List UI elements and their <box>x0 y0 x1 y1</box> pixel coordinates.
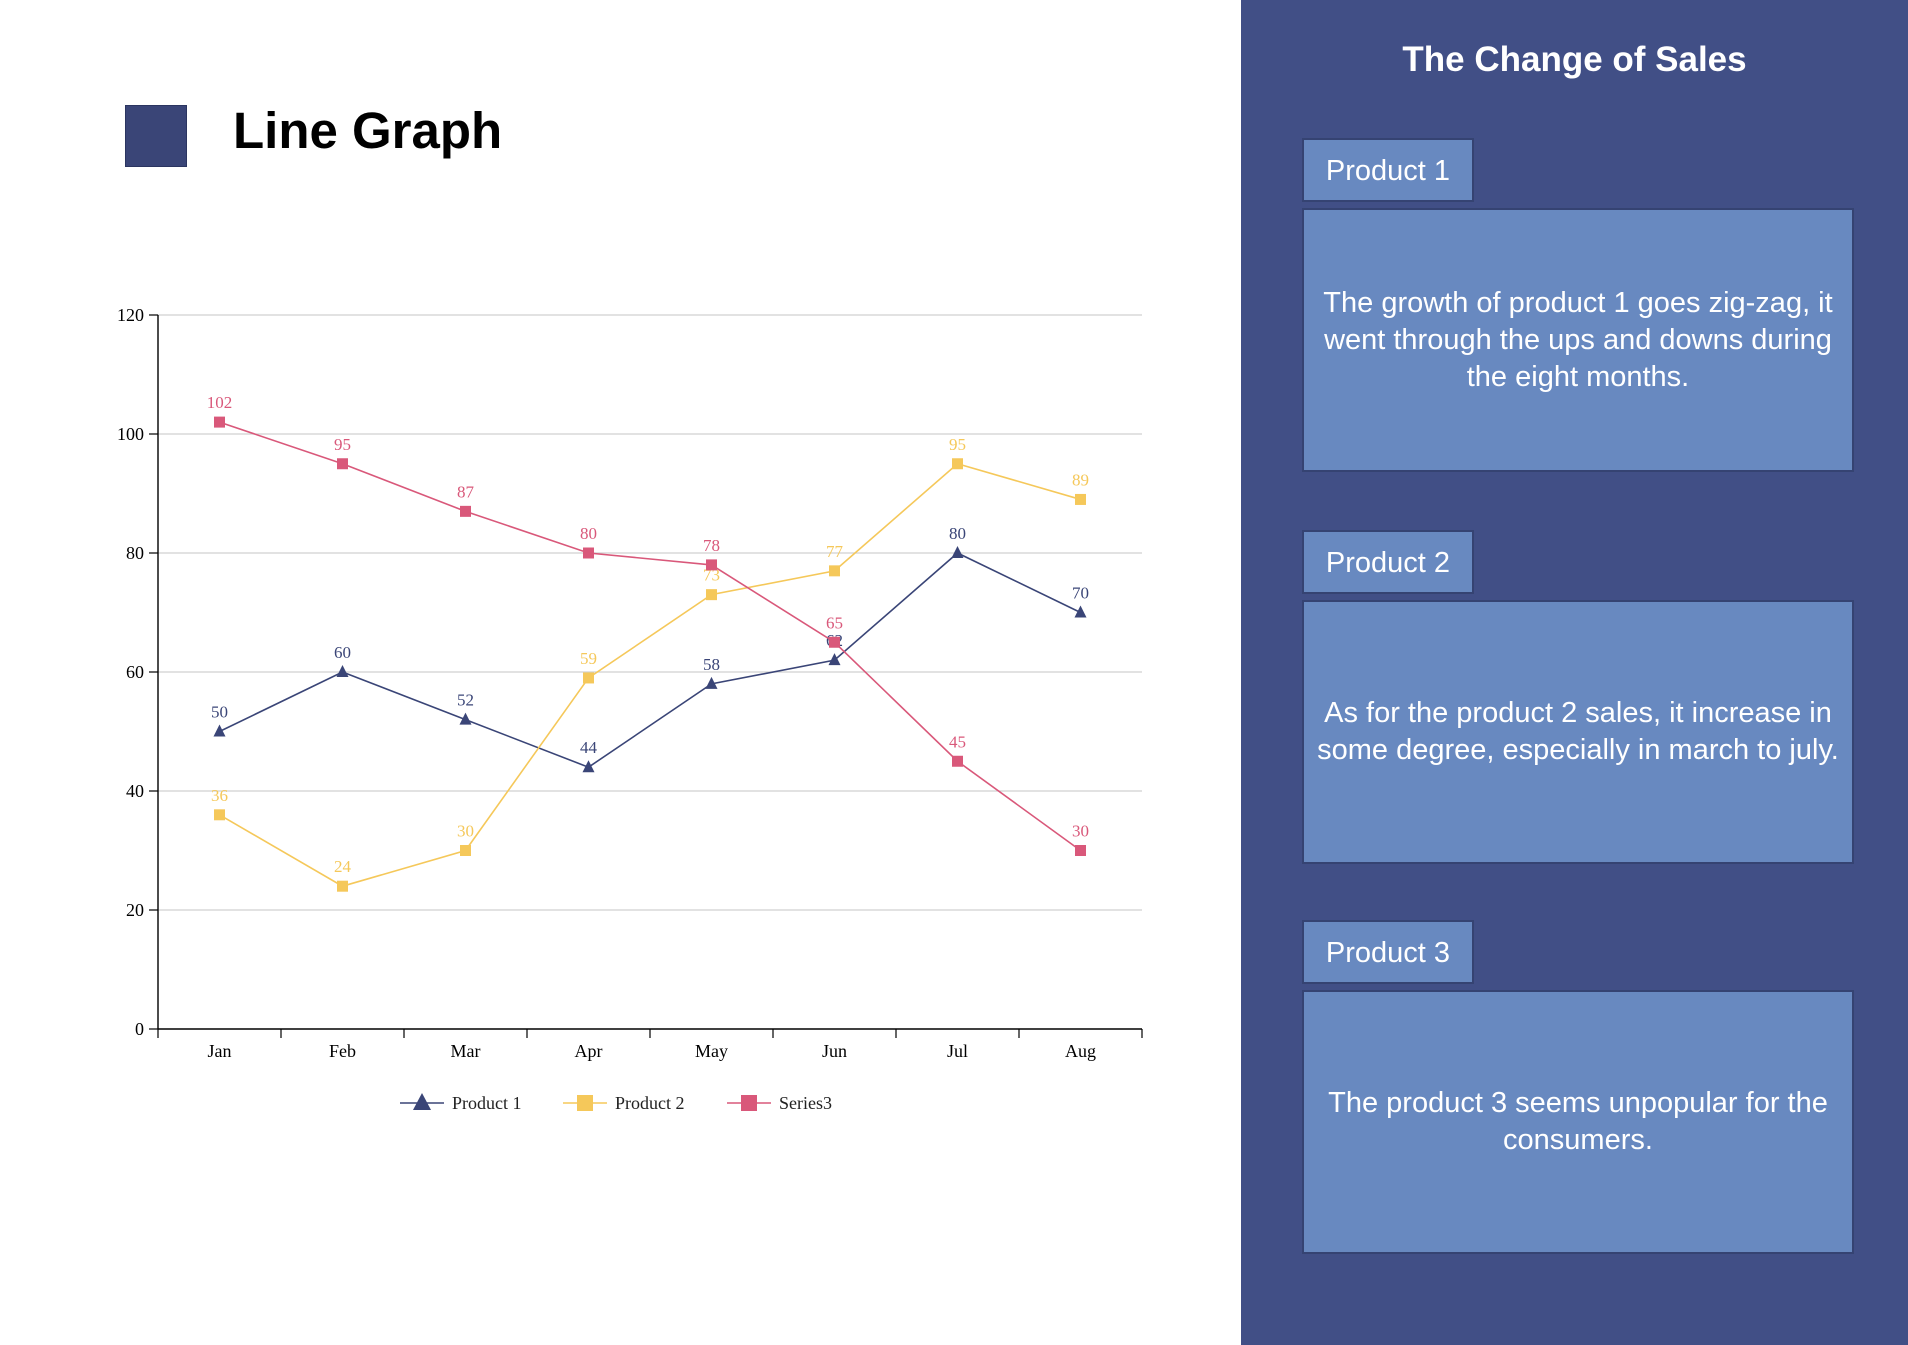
data-point <box>1075 845 1086 856</box>
data-label: 24 <box>334 857 352 876</box>
panel-title: The Change of Sales <box>1402 40 1747 79</box>
x-tick-label: Jun <box>822 1041 847 1061</box>
x-tick-label: Jul <box>947 1041 968 1061</box>
y-tick-label: 100 <box>117 424 144 444</box>
data-label: 50 <box>211 703 228 722</box>
y-tick-label: 0 <box>135 1019 144 1039</box>
data-point <box>336 665 349 677</box>
data-point <box>583 547 594 559</box>
data-point <box>460 505 471 517</box>
y-tick-label: 120 <box>117 305 144 325</box>
x-tick-label: Mar <box>451 1041 481 1061</box>
series-line <box>219 462 1081 888</box>
card-product-3: The product 3 seems unpopular for the co… <box>1302 990 1854 1254</box>
legend-label: Series3 <box>779 1093 832 1113</box>
y-tick-label: 80 <box>126 543 144 563</box>
x-tick-label: Jan <box>208 1041 232 1061</box>
y-tick-label: 60 <box>126 662 144 682</box>
data-label: 44 <box>580 738 598 757</box>
side-panel: The Change of Sales Product 1 The growth… <box>1241 0 1908 1345</box>
x-tick-label: Apr <box>575 1041 603 1061</box>
data-point <box>829 636 840 648</box>
data-point <box>337 880 348 892</box>
data-point <box>214 416 225 428</box>
data-point <box>214 809 225 821</box>
series-3: 102 95 87 80 78 65 45 30 <box>207 393 1089 856</box>
legend-label: Product 2 <box>615 1093 685 1113</box>
data-point <box>706 559 717 571</box>
data-point <box>1075 493 1086 505</box>
series-line <box>219 552 1081 769</box>
data-point <box>705 676 718 689</box>
data-point <box>459 712 472 725</box>
x-tick-label: Aug <box>1065 1041 1096 1061</box>
legend: Product 1 Product 2 Series3 <box>400 1093 832 1113</box>
data-label: 95 <box>334 435 351 454</box>
data-label: 65 <box>826 613 843 632</box>
data-point <box>829 565 840 577</box>
data-label: 70 <box>1072 584 1089 603</box>
data-point <box>337 458 348 470</box>
page-title: Line Graph <box>233 102 503 159</box>
data-point <box>952 458 963 470</box>
data-label: 80 <box>949 524 966 543</box>
card-product-1: The growth of product 1 goes zig-zag, it… <box>1302 208 1854 472</box>
y-tick-label: 40 <box>126 781 144 801</box>
data-label: 58 <box>703 655 720 674</box>
tab-product-1[interactable]: Product 1 <box>1302 138 1474 202</box>
data-label: 102 <box>207 393 233 412</box>
y-tick-label: 20 <box>126 900 144 920</box>
data-label: 80 <box>580 524 597 543</box>
data-point <box>460 845 471 856</box>
data-point <box>951 546 964 558</box>
tab-product-3[interactable]: Product 3 <box>1302 920 1474 984</box>
card-product-3-text: The product 3 seems unpopular for the co… <box>1328 1087 1828 1156</box>
tab-product-2[interactable]: Product 2 <box>1302 530 1474 594</box>
line-chart: 0 20 40 60 80 100 120 Jan Feb Mar Apr May Jun Jul Aug 5… <box>117 305 1143 1113</box>
legend-marker <box>577 1095 593 1111</box>
data-point <box>582 760 595 773</box>
card-product-1-text: The growth of product 1 goes zig-zag, it… <box>1323 286 1833 393</box>
data-label: 45 <box>949 732 966 751</box>
data-point <box>213 724 226 737</box>
x-tick-label: May <box>695 1041 728 1061</box>
data-label: 52 <box>457 691 474 710</box>
data-label: 78 <box>703 536 720 555</box>
data-label: 30 <box>457 822 474 841</box>
data-point <box>706 589 717 601</box>
data-label: 95 <box>949 435 966 454</box>
data-label: 77 <box>826 542 844 561</box>
card-product-2-text: As for the product 2 sales, it increase … <box>1317 697 1839 766</box>
title-square <box>125 105 187 167</box>
data-label: 59 <box>580 649 597 668</box>
legend-label: Product 1 <box>452 1093 522 1113</box>
legend-marker <box>413 1093 431 1110</box>
data-label: 89 <box>1072 470 1089 489</box>
data-label: 30 <box>1072 822 1089 841</box>
data-label: 60 <box>334 643 351 662</box>
data-point <box>952 755 963 767</box>
legend-marker <box>741 1095 757 1111</box>
data-point <box>1074 605 1087 618</box>
data-label: 87 <box>457 482 475 501</box>
data-point <box>583 672 594 684</box>
series-line <box>219 421 1081 852</box>
data-label: 36 <box>211 786 228 805</box>
x-tick-label: Feb <box>329 1041 356 1061</box>
data-point <box>828 653 841 666</box>
card-product-2: As for the product 2 sales, it increase … <box>1302 600 1854 864</box>
